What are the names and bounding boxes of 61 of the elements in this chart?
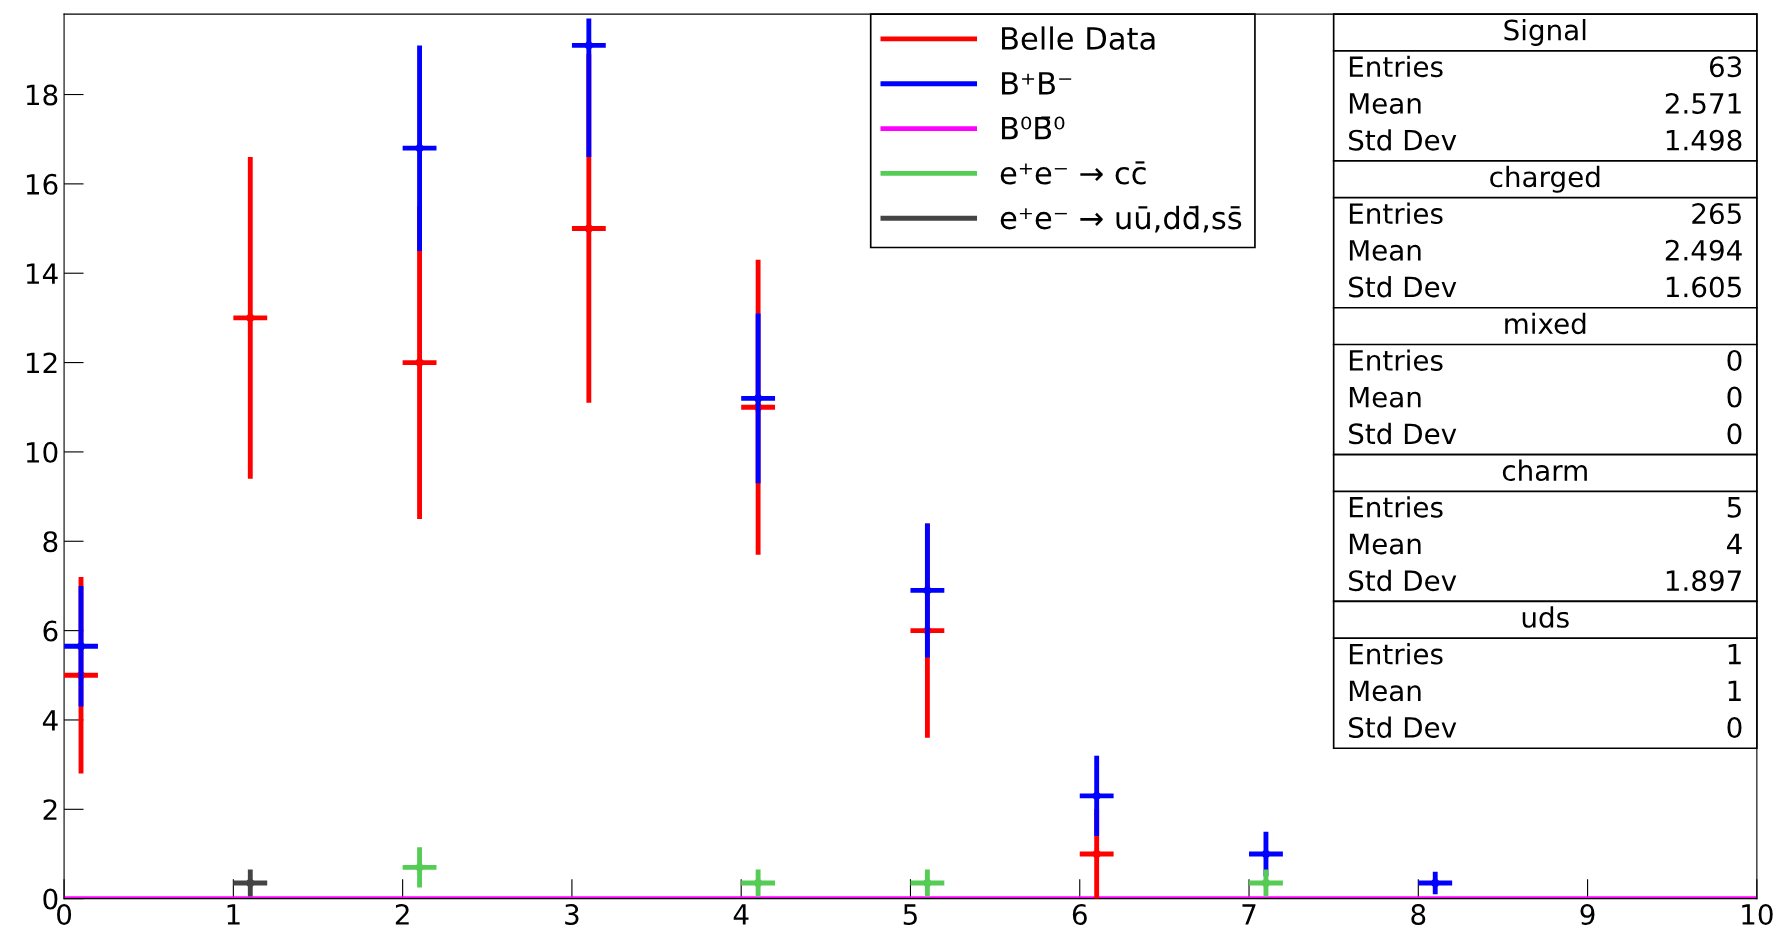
y-tick-label: 4 [42,710,58,731]
annotation: Std Dev [1349,129,1457,151]
annotation: charm [1502,459,1587,482]
annotation: Entries [1349,55,1443,78]
x-tick-label: 4 [733,904,749,925]
annotation: 1 [1728,680,1741,701]
legend-label: B⁰B̄⁰ [1002,116,1065,140]
x-tick-label: 3 [565,904,579,926]
x-tick-label: 5 [903,904,917,926]
annotation: Mean [1349,386,1421,408]
annotation: Std Dev [1349,275,1457,298]
annotation: Std Dev [1349,716,1457,738]
annotation: 265 [1692,203,1741,225]
y-tick-label: 2 [43,799,57,820]
annotation: 63 [1709,56,1742,78]
annotation: Entries [1349,643,1443,665]
y-tick-label: 14 [26,263,58,284]
annotation: Mean [1349,680,1421,702]
annotation: 4 [1727,533,1742,555]
x-tick-label: 2 [395,904,409,925]
annotation: 0 [1727,386,1742,408]
y-tick-label: 10 [26,441,58,463]
annotation: 2.571 [1665,92,1741,114]
x-tick-label: 9 [1580,904,1595,926]
annotation: Std Dev [1349,422,1457,445]
y-tick-label: 16 [26,173,58,195]
y-tick-label: 8 [43,531,58,553]
y-tick-label: 12 [26,352,57,374]
legend-label: e⁺e⁻ → uū,dd̄,ss̄ [1000,205,1242,233]
x-tick-label: 8 [1411,904,1426,926]
x-tick-label: 6 [1072,904,1087,926]
legend-label: Belle Data [1002,26,1155,50]
annotation: charged [1490,165,1600,193]
y-tick-label: 18 [26,84,58,106]
legend-label: B⁺B⁻ [1002,72,1072,95]
legend-label: e⁺e⁻ → cc̄ [1000,161,1146,185]
annotation: 1.498 [1666,129,1742,151]
annotation: uds [1522,606,1569,628]
annotation: Mean [1349,533,1421,555]
annotation: 0 [1727,716,1742,738]
annotation: 0 [1727,423,1742,445]
x-tick-label: 0 [57,904,72,926]
annotation: Mean [1349,93,1421,114]
annotation: Signal [1504,19,1586,46]
annotation: 2.494 [1665,239,1742,261]
x-tick-label: 10 [1742,904,1773,926]
annotation: mixed [1505,312,1586,335]
annotation: 0 [1727,349,1742,371]
y-tick-label: 0 [43,888,58,910]
x-tick-label: 1 [227,904,240,925]
annotation: 1.897 [1666,570,1741,592]
annotation: 1.605 [1666,276,1741,298]
annotation: Entries [1349,202,1443,225]
annotation: Entries [1349,349,1443,371]
annotation: Entries [1349,496,1443,518]
annotation: 5 [1727,497,1741,518]
x-tick-label: 7 [1242,904,1256,925]
annotation: 1 [1728,643,1741,665]
annotation: Mean [1349,240,1421,261]
annotation: Std Dev [1349,569,1457,592]
y-tick-label: 6 [43,620,58,642]
